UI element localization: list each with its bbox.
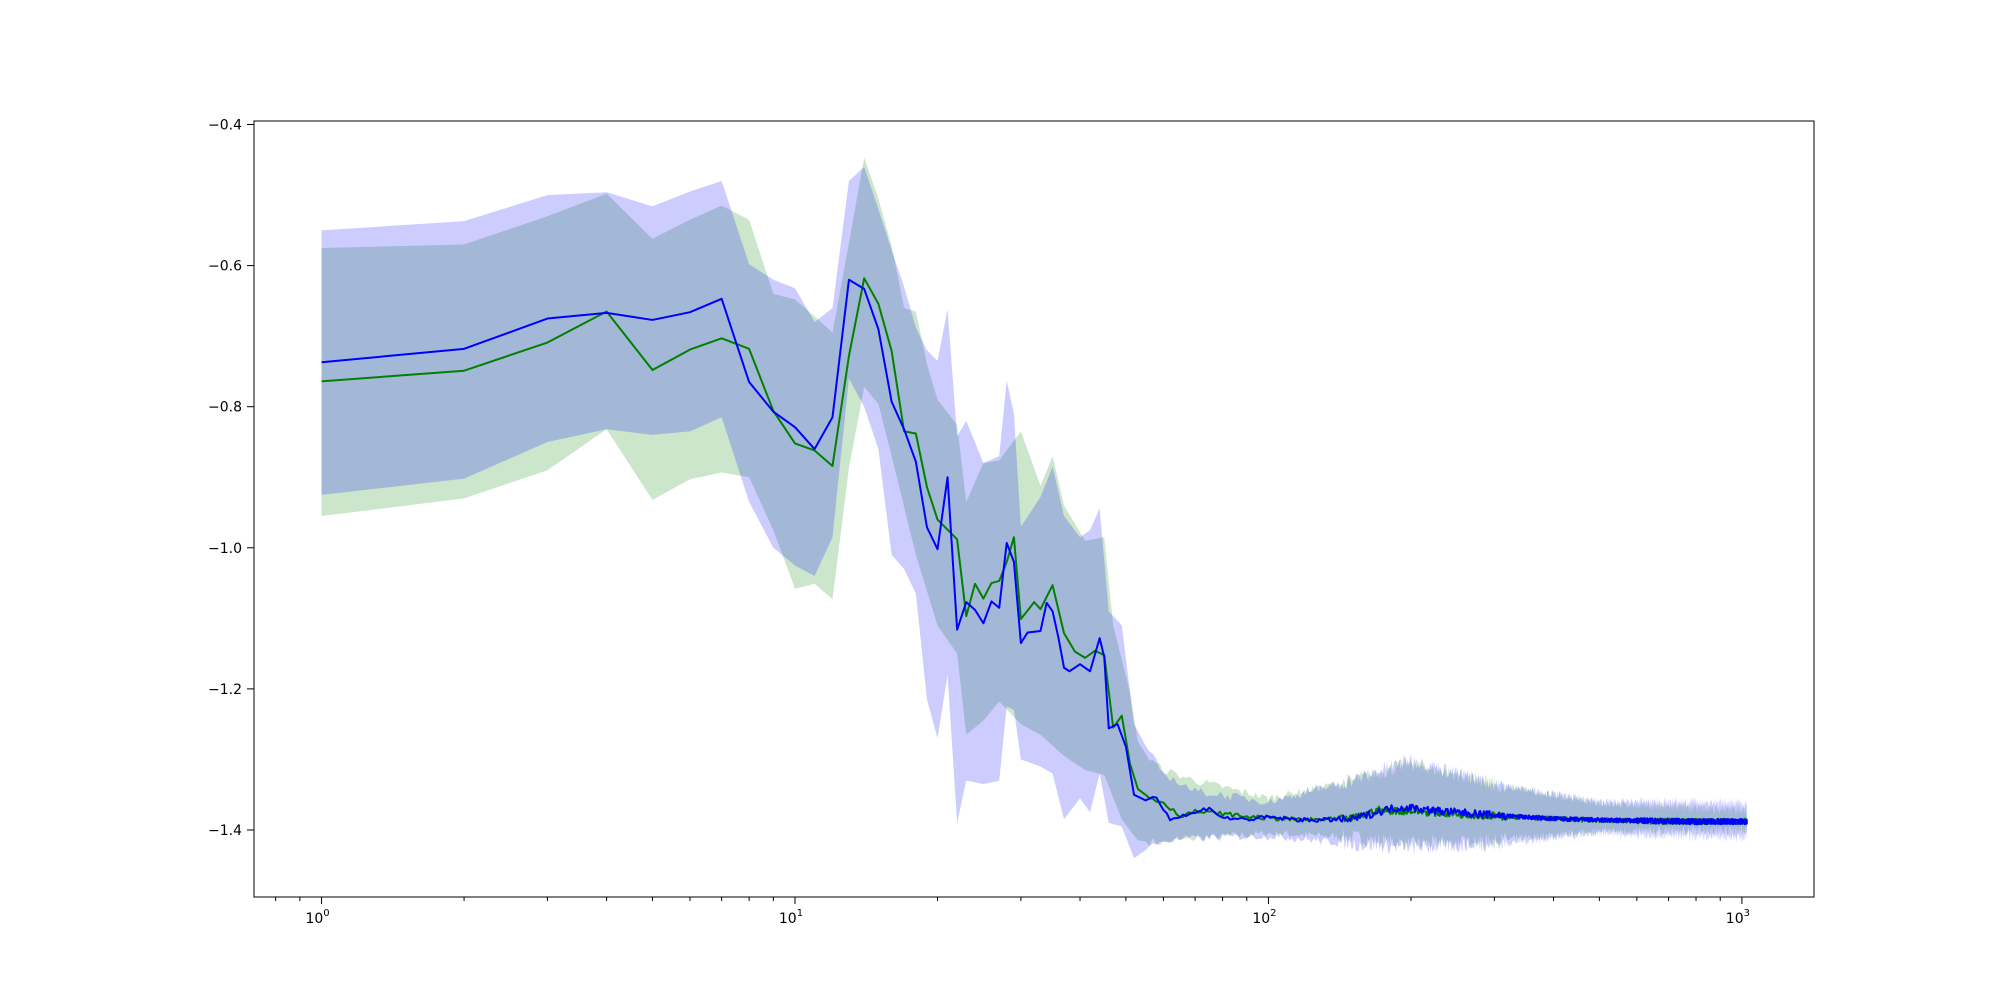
x-tick-exponent: 0 <box>323 908 329 919</box>
x-tick-exponent: 1 <box>797 908 803 919</box>
x-tick-label: 103 <box>1726 908 1750 927</box>
x-tick-label: 102 <box>1252 908 1276 927</box>
x-axis: 100 101 102 103 <box>275 897 1750 927</box>
y-tick-label: −0.4 <box>208 118 242 134</box>
y-tick-label: −0.8 <box>208 400 242 416</box>
x-tick-exponent: 2 <box>1270 908 1276 919</box>
x-tick-exponent: 3 <box>1744 908 1750 919</box>
confidence-bands <box>321 157 1747 859</box>
x-tick-base: 10 <box>779 911 797 927</box>
series-lines <box>321 277 1748 826</box>
x-tick-label: 101 <box>779 908 803 927</box>
x-tick-base: 10 <box>305 911 323 927</box>
plot-frame <box>253 120 1815 898</box>
y-tick-label: −1.2 <box>208 682 242 698</box>
x-tick-base: 10 <box>1726 911 1744 927</box>
series-2-line <box>321 278 1748 826</box>
y-axis: −0.4 −0.6 −0.8 −1.0 −1.2 −1.4 <box>208 118 254 839</box>
series-2-band <box>321 166 1747 859</box>
series-1-band <box>321 157 1747 852</box>
x-tick-base: 10 <box>1252 911 1270 927</box>
y-tick-label: −0.6 <box>208 259 242 275</box>
x-tick-label: 100 <box>305 908 329 927</box>
y-tick-label: −1.4 <box>208 823 242 839</box>
y-tick-label: −1.0 <box>208 541 242 557</box>
